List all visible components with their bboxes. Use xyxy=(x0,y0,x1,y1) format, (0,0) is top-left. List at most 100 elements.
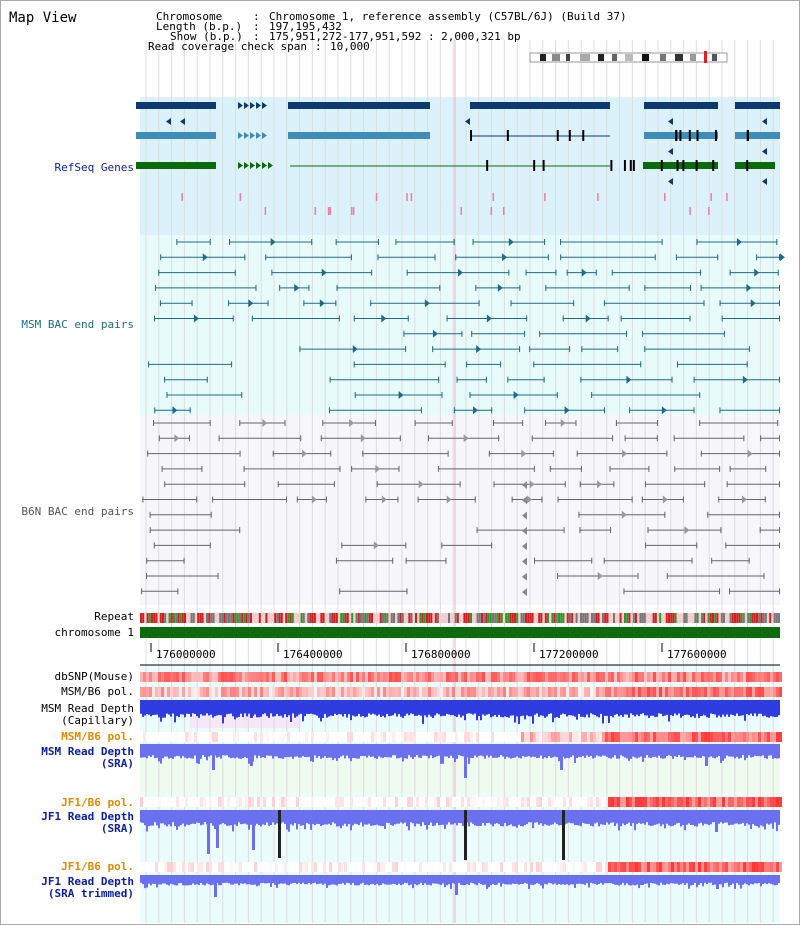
pol-cell xyxy=(779,797,782,807)
depth-bar xyxy=(164,744,166,757)
depth-bar xyxy=(538,744,540,758)
depth-bar xyxy=(230,700,232,714)
ideogram-band xyxy=(690,54,696,61)
depth-bar xyxy=(524,700,526,720)
depth-bar xyxy=(668,700,670,722)
depth-bar xyxy=(742,744,744,756)
pol-cell xyxy=(404,732,407,742)
pol-cell xyxy=(626,732,629,742)
depth-bar xyxy=(206,700,208,714)
pol-cell xyxy=(512,862,515,872)
depth-bar xyxy=(756,744,758,757)
pol-cell xyxy=(206,732,209,742)
pol-cell xyxy=(344,797,347,807)
bac-end xyxy=(428,435,430,442)
pol-cell xyxy=(452,797,455,807)
bac-end xyxy=(524,407,526,414)
pol-cell xyxy=(728,687,731,697)
bac-marker xyxy=(373,541,379,550)
repeat-element xyxy=(745,613,747,623)
pol-cell xyxy=(452,862,455,872)
depth-bar xyxy=(650,744,652,759)
depth-bar xyxy=(688,810,690,824)
depth-bar xyxy=(374,744,376,759)
depth-bar xyxy=(482,744,484,757)
pol-cell xyxy=(392,797,395,807)
depth-bar xyxy=(174,744,176,757)
pol-cell xyxy=(212,797,215,807)
pol-cell xyxy=(446,687,449,697)
depth-bar xyxy=(506,810,508,827)
depth-bar xyxy=(592,700,594,715)
depth-bar xyxy=(318,700,320,718)
depth-bar xyxy=(226,700,228,715)
depth-bar xyxy=(394,744,396,756)
bac-end xyxy=(682,496,684,503)
depth-bar xyxy=(764,700,766,716)
depth-bar xyxy=(266,875,268,884)
pol-cell xyxy=(287,687,290,697)
depth-bar xyxy=(322,744,324,758)
dbsnp-cell xyxy=(332,672,335,682)
repeat-element xyxy=(516,613,519,623)
depth-bar xyxy=(548,810,550,826)
depth-bar xyxy=(754,700,756,714)
pol-cell xyxy=(179,797,182,807)
depth-bar xyxy=(186,875,188,886)
pol-cell xyxy=(290,687,293,697)
bac-end xyxy=(717,254,719,261)
pol-cell xyxy=(668,797,671,807)
bac-end xyxy=(335,239,337,245)
depth-bar xyxy=(406,875,408,884)
depth-bar xyxy=(706,810,708,825)
dbsnp-cell xyxy=(761,672,764,682)
depth-bar xyxy=(638,700,640,717)
bac-end xyxy=(624,435,626,442)
depth-bar xyxy=(408,744,410,756)
repeat-element xyxy=(509,613,512,623)
bac-end xyxy=(491,407,493,414)
depth-bar xyxy=(510,744,512,759)
pol-cell xyxy=(314,862,317,872)
depth-bar xyxy=(518,700,520,724)
dbsnp-cell xyxy=(278,672,281,682)
depth-bar xyxy=(320,875,322,884)
strand-arrow xyxy=(250,162,255,169)
pol-cell xyxy=(515,732,518,742)
pol-cell xyxy=(176,687,179,697)
depth-bar xyxy=(308,810,310,825)
bac-end xyxy=(469,392,471,398)
depth-bar xyxy=(562,810,565,860)
depth-bar xyxy=(574,700,576,717)
bac-marker xyxy=(172,406,178,415)
depth-bar xyxy=(222,700,224,724)
depth-bar xyxy=(214,700,216,717)
bac-end xyxy=(644,346,646,353)
dbsnp-cell xyxy=(677,672,680,682)
repeat-element xyxy=(723,613,725,623)
pol-cell xyxy=(764,732,767,742)
pol-cell xyxy=(560,732,563,742)
pol-cell xyxy=(611,797,614,807)
depth-bar xyxy=(472,875,474,884)
depth-bar xyxy=(218,700,220,715)
dbsnp-cell xyxy=(773,672,776,682)
dbsnp-cell xyxy=(692,672,695,682)
pol-cell xyxy=(440,797,443,807)
bac-end xyxy=(176,239,178,245)
dbsnp-cell xyxy=(248,672,251,682)
bac-end xyxy=(234,269,236,276)
depth-bar xyxy=(422,875,424,886)
strand-arrow xyxy=(668,148,673,155)
feature-tick xyxy=(350,207,353,215)
pol-cell xyxy=(557,732,560,742)
depth-bar xyxy=(470,810,472,823)
pol-cell xyxy=(383,797,386,807)
depth-bar xyxy=(174,700,176,723)
bac-end xyxy=(414,420,416,426)
bac-end xyxy=(210,511,212,518)
repeat-element xyxy=(591,613,593,623)
depth-bar xyxy=(240,875,242,884)
depth-bar xyxy=(500,810,502,827)
